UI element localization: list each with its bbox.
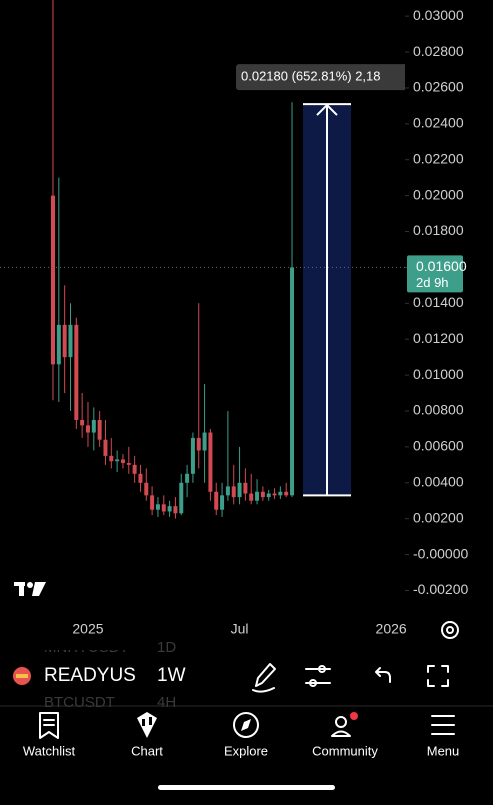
candle-body xyxy=(109,455,114,462)
candle-body xyxy=(144,482,149,496)
candle-body xyxy=(179,482,184,514)
candle-body xyxy=(214,491,219,510)
y-tick-label: 0.02600 xyxy=(413,79,464,95)
candle-body xyxy=(167,506,172,512)
x-tick-label: Jul xyxy=(231,621,249,637)
nav-label[interactable]: Explore xyxy=(224,743,268,758)
candle-body xyxy=(243,482,248,494)
settings-icon[interactable] xyxy=(441,621,459,639)
candle-body xyxy=(62,324,67,358)
menu-icon[interactable] xyxy=(431,715,455,735)
explore-icon[interactable] xyxy=(233,712,259,738)
y-tick-label: 0.01200 xyxy=(413,330,464,346)
y-axis: 0.03000 0.02800 0.02600 0.02400 0.02200 0.020… xyxy=(405,7,468,597)
candle-body xyxy=(255,491,260,501)
candle-body xyxy=(120,459,125,464)
candle-body xyxy=(272,493,277,496)
y-tick-label: 0.02400 xyxy=(413,115,464,131)
candle-body xyxy=(266,493,271,498)
candle-body xyxy=(202,432,207,451)
y-tick-label: 0.02800 xyxy=(413,43,464,59)
symbol[interactable]: READYUSDT xyxy=(44,665,162,686)
candle-body xyxy=(103,439,108,456)
candle-body xyxy=(161,504,166,512)
candle-body xyxy=(150,495,155,510)
x-tick-label: 2025 xyxy=(72,621,103,637)
candle-body xyxy=(260,491,265,498)
candle-body xyxy=(85,425,90,433)
candle-body xyxy=(249,493,254,501)
ghost-interval: 1D xyxy=(157,639,176,656)
nav-label[interactable]: Community xyxy=(312,743,378,758)
candle-body xyxy=(138,473,143,483)
y-tick-label: -0.00200 xyxy=(413,581,468,597)
last-price-tag xyxy=(407,255,463,293)
candle-body xyxy=(126,463,131,465)
candle-body xyxy=(155,504,160,510)
ghost-symbol: MNRYUSDT xyxy=(44,639,129,656)
chart-icon[interactable] xyxy=(137,712,157,738)
y-tick-label: 0.00600 xyxy=(413,438,464,454)
draw-icon[interactable] xyxy=(252,663,276,693)
community-icon[interactable] xyxy=(331,712,358,737)
candle-body xyxy=(237,482,242,498)
candle-body xyxy=(51,195,55,365)
ghost-interval: 4H xyxy=(157,694,176,711)
measure-label-box xyxy=(236,64,405,91)
logo xyxy=(14,582,46,596)
y-tick-label: 0.00800 xyxy=(413,402,464,418)
candle-body xyxy=(132,464,137,474)
y-tick-label: 0.03000 xyxy=(413,7,464,23)
y-tick-label: 0.01000 xyxy=(413,366,464,382)
y-tick-label: 0.00200 xyxy=(413,509,464,525)
symbol-icon-band xyxy=(16,674,28,678)
y-tick-label: 0.02200 xyxy=(413,150,464,166)
candle-body xyxy=(115,459,120,462)
home-indicator xyxy=(158,785,335,790)
candle-body xyxy=(225,486,230,496)
candle-body xyxy=(231,486,236,498)
last-price-countdown: 2d 9h xyxy=(416,275,449,290)
plot-area: 0.02180 (652.81%) 2,18 xyxy=(0,0,405,519)
candle-body xyxy=(97,419,102,440)
candle-body xyxy=(278,491,283,496)
y-tick-label: -0.00000 xyxy=(413,545,468,561)
candle-body xyxy=(56,324,61,365)
interval[interactable]: 1W xyxy=(157,665,186,686)
candle-body xyxy=(185,473,190,483)
candle-body xyxy=(284,491,289,496)
candle-body xyxy=(290,267,295,496)
candle-body xyxy=(91,419,96,433)
candle-body xyxy=(208,432,213,492)
nav-label[interactable]: Menu xyxy=(427,743,460,758)
candle-body xyxy=(196,437,201,451)
last-price-label: 0.01600 xyxy=(416,258,467,274)
candle-body xyxy=(220,495,225,510)
y-tick-label: 0.00400 xyxy=(413,473,464,489)
nav-label[interactable]: Chart xyxy=(131,743,163,758)
candle-body xyxy=(74,324,79,420)
measure-arrowhead xyxy=(316,103,338,116)
ghost-symbol: BTCUSDT xyxy=(44,694,115,711)
fullscreen-icon[interactable] xyxy=(427,665,449,687)
indicators-icon[interactable] xyxy=(305,665,331,687)
watchlist-icon[interactable] xyxy=(39,712,59,739)
candle-body xyxy=(173,506,178,514)
x-tick-label: 2026 xyxy=(376,621,407,637)
candle-body xyxy=(190,437,195,474)
nav-label[interactable]: Watchlist xyxy=(23,743,76,758)
y-tick-label: 0.01400 xyxy=(413,294,464,310)
undo-icon[interactable] xyxy=(375,667,391,683)
y-tick-label: 0.01800 xyxy=(413,222,464,238)
measure-label: 0.02180 (652.81%) 2,18 xyxy=(241,69,381,84)
candle-body xyxy=(68,324,73,358)
candle-body xyxy=(80,419,85,426)
y-tick-label: 0.02000 xyxy=(413,186,464,202)
